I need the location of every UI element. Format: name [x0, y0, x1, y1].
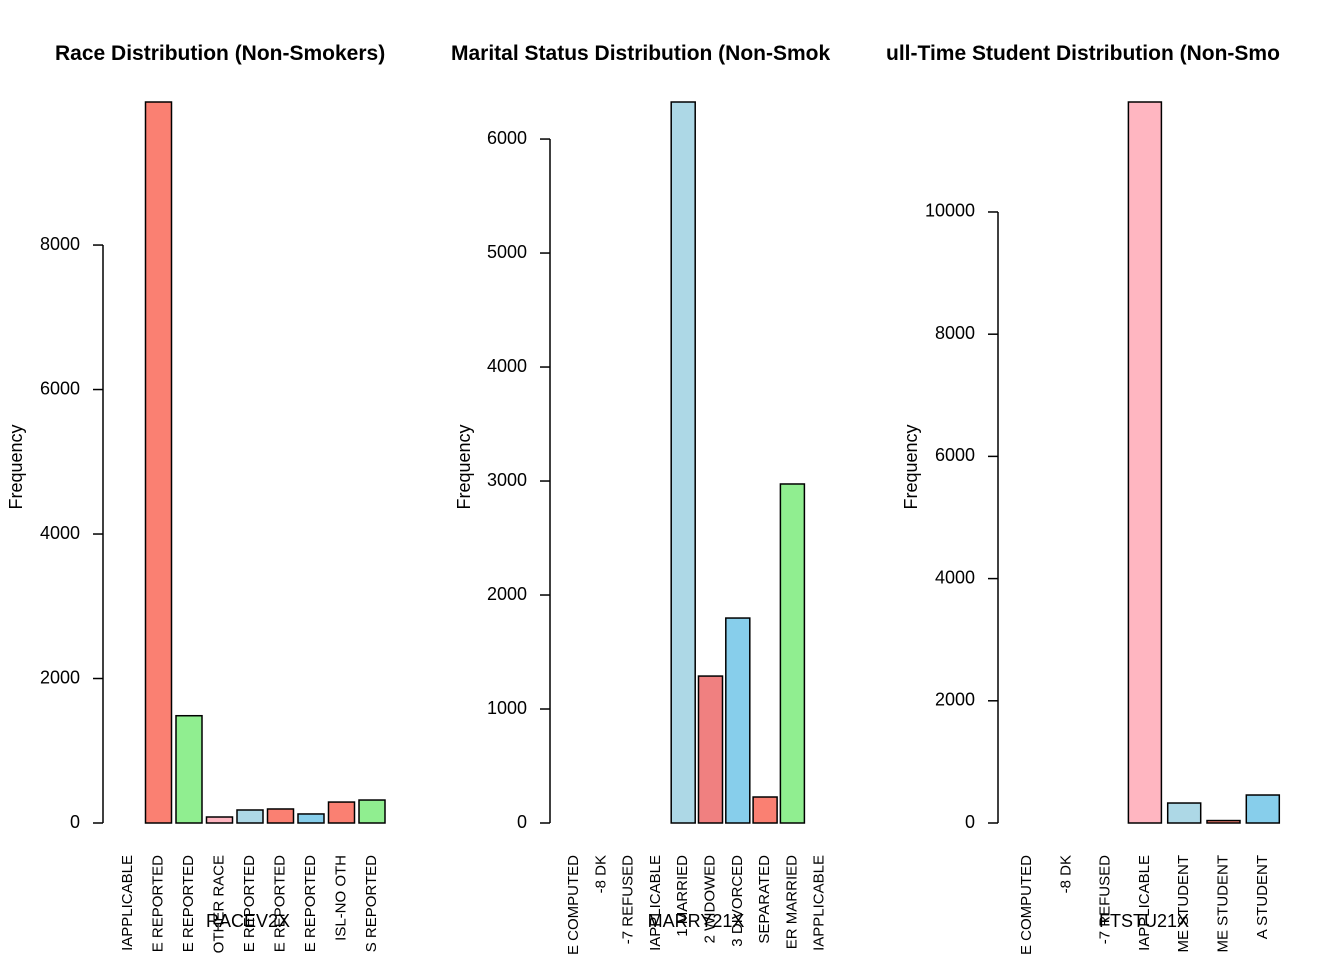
bar	[144, 101, 173, 824]
y-tick-label: 6000	[935, 445, 975, 465]
x-tick-label: E REPORTED	[180, 855, 197, 952]
x-tick-label: ER MARRIED	[783, 855, 800, 949]
y-axis-label: Frequency	[6, 424, 26, 509]
x-tick-label: 2 WIDOWED	[701, 855, 718, 943]
x-tick-label: ME STUDENT	[1175, 855, 1192, 953]
bar	[670, 101, 696, 824]
x-tick-label: 3 DIVORCED	[729, 855, 746, 947]
x-tick-label: E COMPUTED	[565, 855, 582, 955]
x-axis-label: RACEV2X	[206, 911, 290, 931]
bar	[358, 799, 386, 824]
y-tick-label: 6000	[40, 378, 80, 398]
x-tick-label: E REPORTED	[241, 855, 258, 952]
bar	[1166, 802, 1202, 824]
x-tick-label: 1 MARRIED	[674, 855, 691, 937]
chart-title: Marital Status Distribution (Non-Smok	[451, 42, 831, 65]
x-tick-label: E REPORTED	[271, 855, 288, 952]
bar	[752, 796, 778, 824]
bar	[236, 809, 264, 824]
x-tick-label: ISL-NO OTH	[332, 855, 349, 941]
x-tick-label: E REPORTED	[302, 855, 319, 952]
bar	[779, 483, 806, 824]
y-axis-label: Frequency	[454, 424, 474, 509]
y-tick-label: 2000	[487, 584, 527, 604]
y-axis-label: Frequency	[901, 424, 921, 509]
chart-title: Race Distribution (Non-Smokers)	[55, 42, 385, 65]
y-tick-label: 0	[70, 812, 80, 832]
y-tick-label: 4000	[935, 567, 975, 587]
y-tick-label: 10000	[925, 201, 975, 221]
y-tick-label: 4000	[40, 523, 80, 543]
x-axis-label: FTSTU21X	[1099, 911, 1189, 931]
y-tick-label: 8000	[40, 234, 80, 254]
y-tick-label: 1000	[487, 698, 527, 718]
bar	[205, 816, 234, 824]
x-axis-label: MARRY21X	[648, 911, 745, 931]
y-tick-label: 0	[517, 812, 527, 832]
x-tick-label: IAPPLICABLE	[647, 855, 664, 951]
x-tick-label: IAPPLICABLE	[811, 855, 828, 951]
x-tick-label: -7 REFUSED	[1097, 855, 1114, 944]
x-tick-label: -8 DK	[1057, 855, 1074, 893]
x-tick-label: E COMPUTED	[1018, 855, 1035, 955]
y-tick-label: 8000	[935, 323, 975, 343]
x-tick-label: OTHER RACE	[210, 855, 227, 953]
x-tick-label: -7 REFUSED	[620, 855, 637, 944]
bar	[175, 714, 203, 824]
y-tick-label: 6000	[487, 128, 527, 148]
y-tick-label: 2000	[40, 667, 80, 687]
y-tick-label: 2000	[935, 690, 975, 710]
bar	[725, 617, 751, 824]
bar	[697, 675, 724, 824]
bar	[327, 801, 356, 824]
y-tick-label: 4000	[487, 356, 527, 376]
bar	[266, 808, 295, 824]
x-tick-label: A STUDENT	[1254, 855, 1271, 939]
x-tick-label: IAPPLICABLE	[119, 855, 136, 951]
bar	[1245, 794, 1281, 824]
bar	[297, 813, 325, 824]
chart-title: ull-Time Student Distribution (Non-Smo	[886, 42, 1280, 65]
bar	[1206, 819, 1241, 824]
y-tick-label: 0	[965, 812, 975, 832]
x-tick-label: IAPPLICABLE	[1136, 855, 1153, 951]
x-tick-label: E REPORTED	[149, 855, 166, 952]
y-tick-label: 5000	[487, 242, 527, 262]
bar	[1127, 101, 1163, 824]
x-tick-label: SEPARATED	[756, 855, 773, 944]
x-tick-label: S REPORTED	[363, 855, 380, 952]
x-tick-label: -8 DK	[592, 855, 609, 893]
y-tick-label: 3000	[487, 470, 527, 490]
x-tick-label: ME STUDENT	[1214, 855, 1231, 953]
